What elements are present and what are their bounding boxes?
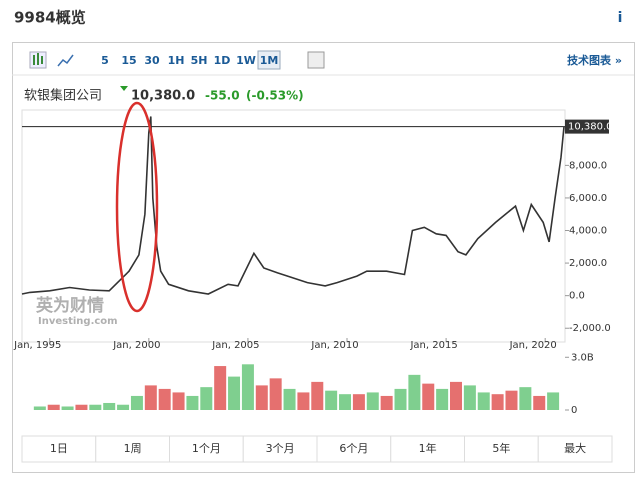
range-button-box (169, 435, 244, 463)
volume-bar (130, 395, 143, 410)
range-button[interactable]: 3个月 (266, 442, 295, 455)
range-button[interactable]: 1日 (50, 442, 68, 455)
volume-bar (311, 381, 324, 410)
volume-bar (33, 406, 46, 410)
change-pct: (-0.53%) (246, 89, 304, 103)
volume-bar (394, 388, 407, 410)
x-tick-label: Jan, 2000 (112, 340, 160, 351)
stock-name: 软银集团公司 (24, 88, 102, 104)
interval-button[interactable]: 5H (191, 54, 208, 67)
x-tick-label: Jan, 2015 (409, 340, 457, 351)
volume-bar (117, 404, 130, 410)
volume-bar (366, 392, 379, 410)
current-price-box (565, 119, 609, 134)
volume-bar (47, 404, 60, 410)
volume-bar (519, 387, 532, 410)
y-tick-label: 6,000.0 (569, 193, 607, 204)
volume-bar (75, 404, 88, 410)
down-arrow (120, 86, 128, 91)
volume-bar (505, 390, 518, 410)
panel (12, 42, 635, 473)
y-tick-label: 4,000.0 (569, 226, 607, 237)
price: 10,380.0 (131, 89, 195, 104)
x-tick-label: Jan, 2010 (310, 340, 358, 351)
y-tick-label: 8,000.0 (569, 160, 607, 171)
range-button-box (95, 435, 170, 463)
volume-bar (269, 378, 282, 410)
volume-tick-label: 3.0B (571, 352, 594, 363)
volume-bar (533, 395, 546, 410)
range-button-box (316, 435, 392, 463)
change: -55.0 (205, 89, 240, 103)
volume-bar (144, 385, 157, 410)
volume-bar (103, 402, 116, 410)
range-button[interactable]: 1个月 (192, 442, 221, 455)
volume-bar (463, 385, 476, 410)
interval-button[interactable]: 15 (121, 54, 136, 67)
interval-button[interactable]: 1D (214, 54, 231, 67)
range-button-box (464, 435, 539, 463)
volume-bar (436, 388, 449, 410)
volume-bar (228, 376, 241, 410)
range-button[interactable]: 6个月 (339, 442, 368, 455)
volume-bar (325, 390, 338, 410)
x-tick-label: Jan, 2005 (211, 340, 259, 351)
current-price-label: 10,380.0 (568, 122, 613, 133)
y-tick-label: -2,000.0 (569, 323, 611, 334)
volume-bar (352, 394, 365, 410)
volume-bar (422, 383, 435, 410)
volume-bar (283, 388, 296, 410)
volume-bar (241, 364, 254, 410)
info-icon[interactable]: i (618, 10, 623, 26)
x-tick-label: Jan, 1995 (13, 340, 61, 351)
volume-bar (477, 392, 490, 410)
range-button-box (537, 435, 613, 463)
watermark: Investing.com (38, 316, 118, 327)
volume-bar (172, 392, 185, 410)
page-title: 9984概览 (14, 9, 86, 27)
x-tick-label: Jan, 2020 (509, 340, 557, 351)
interval-button[interactable]: 1W (236, 54, 256, 67)
volume-bar (380, 395, 393, 410)
y-tick-label: 2,000.0 (569, 258, 607, 269)
volume-bar (408, 374, 421, 410)
volume-bar (339, 394, 352, 410)
volume-bar (214, 366, 227, 410)
range-button-box (21, 435, 97, 463)
range-button[interactable]: 1年 (419, 441, 437, 455)
volume-bar (158, 388, 171, 410)
interval-button[interactable]: 1H (168, 54, 185, 67)
volume-bar (89, 404, 102, 410)
volume-bar (200, 387, 213, 410)
technical-chart-link[interactable]: 技术图表 » (567, 53, 622, 67)
y-tick-label: 0.0 (569, 291, 585, 302)
volume-bar (491, 394, 504, 410)
chart-type-icons[interactable] (29, 51, 325, 69)
watermark: 英为财情 (36, 295, 104, 316)
volume-bar (61, 406, 74, 410)
range-button[interactable]: 最大 (564, 441, 586, 455)
range-button-box (390, 435, 465, 463)
range-button[interactable]: 1周 (124, 442, 142, 455)
interval-button[interactable]: 5 (101, 54, 109, 67)
volume-bar (297, 392, 310, 410)
range-button[interactable]: 5年 (492, 441, 510, 455)
volume-bar (186, 395, 199, 410)
highlight-circle (115, 101, 159, 313)
interval-button[interactable]: 30 (144, 54, 160, 67)
volume-bar (255, 385, 268, 410)
interval-button[interactable]: 1M (260, 54, 279, 67)
volume-bar (547, 392, 560, 410)
volume-bar (450, 381, 463, 410)
plot-frame (21, 109, 566, 343)
price-line (21, 116, 565, 295)
volume-tick-label: 0 (571, 405, 577, 416)
active-interval (257, 50, 281, 70)
range-button-box (242, 435, 318, 463)
